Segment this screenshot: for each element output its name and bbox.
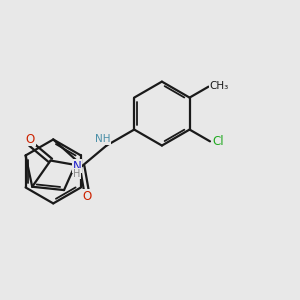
Text: O: O	[82, 190, 91, 203]
Text: O: O	[26, 133, 35, 146]
Text: NH: NH	[95, 134, 111, 144]
Text: N: N	[73, 160, 81, 173]
Text: Cl: Cl	[212, 135, 224, 148]
Text: H: H	[73, 169, 81, 179]
Text: CH₃: CH₃	[210, 81, 229, 91]
